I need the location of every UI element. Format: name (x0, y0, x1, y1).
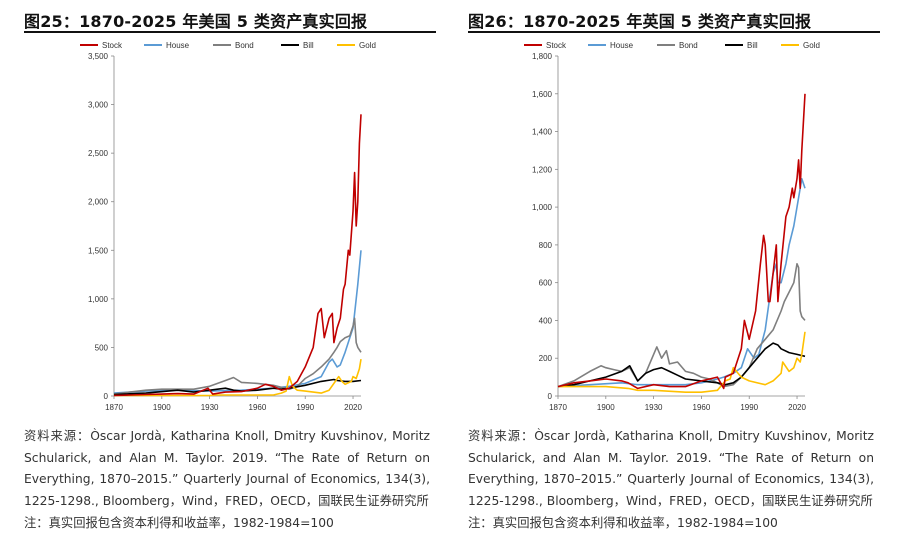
y-tick-label: 400 (539, 316, 553, 325)
legend-label-house: House (166, 41, 190, 50)
chart-panel-uk: 图26：1870-2025 年英国 5 类资产真实回报 0 200 400 600 80… (468, 0, 908, 544)
y-tick-label: 1,200 (532, 165, 553, 174)
y-tick-label: 2,500 (88, 149, 109, 158)
legend-label-stock: Stock (546, 41, 567, 50)
series-line-house (113, 250, 362, 394)
source-line: 资料来源：Òscar Jordà, Katharina Knoll, Dmitr… (468, 429, 874, 509)
legend-label-bond: Bond (679, 41, 698, 50)
series-line-house (557, 178, 806, 388)
series-line-gold (558, 331, 806, 394)
y-tick-label: 1,000 (88, 295, 109, 304)
x-tick-label: 2020 (344, 403, 362, 412)
legend-label-house: House (610, 41, 634, 50)
x-tick-label: 1930 (645, 403, 663, 412)
line-chart-uk: 0 200 400 600 800 1,000 1,200 1,400 1,600 1,800 18… (524, 41, 820, 412)
x-tick-label: 1990 (296, 403, 314, 412)
x-tick-label: 1900 (597, 403, 615, 412)
y-tick-label: 500 (95, 343, 109, 352)
y-tick-label: 200 (539, 354, 553, 363)
legend-label-bill: Bill (747, 41, 758, 50)
series-line-gold (114, 358, 362, 397)
x-tick-label: 1870 (105, 403, 123, 412)
source-note: 资料来源：Òscar Jordà, Katharina Knoll, Dmitr… (468, 426, 874, 535)
title-divider (24, 31, 436, 33)
chart-title: 图25：1870-2025 年美国 5 类资产真实回报 (24, 12, 368, 31)
x-tick-label: 1960 (693, 403, 711, 412)
y-tick-label: 1,500 (88, 246, 109, 255)
x-tick-label: 1960 (249, 403, 267, 412)
y-tick-label: 600 (539, 279, 553, 288)
y-tick-label: 3,000 (88, 101, 109, 110)
x-tick-label: 1870 (549, 403, 567, 412)
line-chart-us: 0 500 1,000 1,500 2,000 2,500 3,000 3,500 1870 19… (80, 41, 376, 412)
y-tick-label: 3,500 (88, 52, 109, 61)
note-line: 注：真实回报包含资本利得和收益率，1982-1984=100 (468, 515, 778, 530)
legend-label-gold: Gold (803, 41, 820, 50)
y-tick-label: 1,600 (532, 90, 553, 99)
y-tick-label: 0 (104, 392, 109, 401)
note-line: 注：真实回报包含资本利得和收益率，1982-1984=100 (24, 515, 334, 530)
y-tick-label: 1,800 (532, 52, 553, 61)
series-line-stock (113, 114, 362, 397)
chart-panel-us: 图25：1870-2025 年美国 5 类资产真实回报 0 500 1,000 1,5… (24, 0, 464, 544)
x-tick-label: 2020 (788, 403, 806, 412)
y-tick-label: 1,000 (532, 203, 553, 212)
series-line-stock (557, 93, 806, 390)
x-tick-label: 1990 (740, 403, 758, 412)
y-tick-label: 800 (539, 241, 553, 250)
legend-label-gold: Gold (359, 41, 376, 50)
title-divider (468, 31, 880, 33)
y-tick-label: 2,000 (88, 198, 109, 207)
source-note: 资料来源：Òscar Jordà, Katharina Knoll, Dmitr… (24, 426, 430, 535)
chart-title: 图26：1870-2025 年英国 5 类资产真实回报 (468, 12, 812, 31)
source-line: 资料来源：Òscar Jordà, Katharina Knoll, Dmitr… (24, 429, 430, 509)
y-tick-label: 0 (548, 392, 553, 401)
x-tick-label: 1930 (201, 403, 219, 412)
legend-label-stock: Stock (102, 41, 123, 50)
legend-label-bill: Bill (303, 41, 314, 50)
y-tick-label: 1,400 (532, 128, 553, 137)
series-line-bill (113, 378, 362, 396)
legend-label-bond: Bond (235, 41, 254, 50)
x-tick-label: 1900 (153, 403, 171, 412)
